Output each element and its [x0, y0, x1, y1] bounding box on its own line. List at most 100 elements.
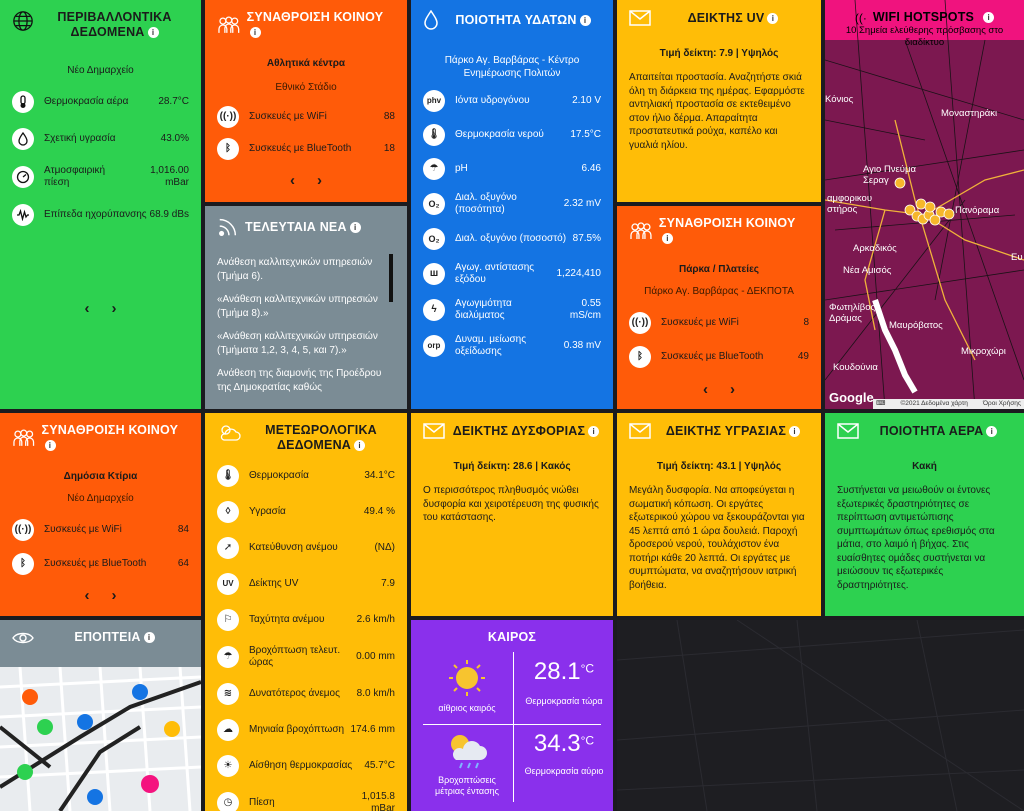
prev-button[interactable]: ‹ — [703, 381, 708, 398]
water-row-value: 2.32 mV — [563, 198, 601, 209]
news-title: ΤΕΛΕΥΤΑΙΑ ΝΕΑ — [245, 219, 347, 234]
eye-icon — [12, 632, 34, 643]
map-label: Φωτηλίβος Δράμας — [829, 302, 876, 324]
water-row-value: 0.55 mS/cm — [569, 298, 601, 321]
meteo-row-label: Θερμοκρασία — [249, 470, 309, 481]
info-icon[interactable]: i — [789, 425, 801, 437]
map-label: Μικροχώρι — [961, 346, 1006, 357]
surveillance-map[interactable] — [0, 667, 201, 811]
map-label: Αγιο Πνεύμα Σεραγ — [863, 164, 916, 186]
map-attribution: ⌨ ©2021 Δεδομένα χάρτη Όροι Χρήσης — [873, 399, 1024, 409]
water-row-label: Διαλ. οξυγόνο (ποσότητα) — [455, 192, 517, 215]
meteo-row-value: 1,015.8 mBar — [361, 791, 395, 811]
envelope-icon — [629, 423, 651, 439]
env-row: Θερμοκρασία αέρα 28.7°C — [12, 91, 189, 113]
meteo-row: ☀ Αίσθηση θερμοκρασίας 45.7°C — [217, 755, 395, 777]
info-icon[interactable]: i — [986, 425, 998, 437]
feels-like-icon: ☀ — [217, 755, 239, 777]
meteo-row: ≋ Δυνατότερος άνεμος 8.0 km/h — [217, 683, 395, 705]
map-label: Κόνιος — [825, 94, 854, 105]
envelope-icon — [629, 10, 651, 26]
water-rows: phv Ιόντα υδρογόνου 2.10 V 🌡 Θερμοκρασία νε… — [423, 90, 601, 358]
env-row: Επίπεδα ηχορύπανσης 68.9 dBs — [12, 204, 189, 226]
env-row-label: Επίπεδα ηχορύπανσης — [44, 209, 147, 220]
meteo-row: ➚ Κατεύθυνση ανέμου (ΝΔ) — [217, 537, 395, 559]
map-label: Ευ — [1011, 252, 1023, 263]
surveillance-tile[interactable]: ΕΠΟΠΤΕΙΑ i — [0, 620, 201, 811]
water-row: O₂ Διαλ. οξυγόνο (ποσότητα) 2.32 mV — [423, 192, 601, 216]
env-row: Σχετική υγρασία 43.0% — [12, 128, 189, 150]
hotspot-map[interactable] — [825, 0, 1024, 409]
info-icon[interactable]: i — [147, 27, 159, 39]
wifi-hotspots-tile[interactable]: ((· WIFI HOTSPOTS i 10 Σημεία ελεύθερης π… — [825, 0, 1024, 409]
bt-devices-value: 18 — [383, 143, 395, 154]
globe-icon — [13, 11, 33, 31]
wifi-devices-value: 88 — [383, 111, 395, 122]
next-button[interactable]: › — [317, 172, 322, 189]
info-icon[interactable]: i — [983, 12, 995, 23]
meteo-row-label: Κατεύθυνση ανέμου — [249, 542, 338, 553]
meteo-row: ☂ Βροχόπτωση τελευτ. ώρας 0.00 mm — [217, 645, 395, 669]
news-item[interactable]: Ανάθεση της διαμονής της Προέδρου της Δη… — [217, 368, 382, 393]
prev-button[interactable]: ‹ — [84, 300, 90, 317]
info-icon[interactable]: i — [767, 12, 779, 24]
meteo-row-label: Ταχύτητα ανέμου — [249, 614, 325, 625]
news-item[interactable]: Ανάθεση καλλιτεχνικών υπηρεσιών (Τμήμα 6… — [217, 257, 373, 282]
news-list: Ανάθεση καλλιτεχνικών υπηρεσιών (Τμήμα 6… — [217, 256, 395, 394]
humidity-index-tile: ΔΕΙΚΤΗΣ ΥΓΡΑΣΙΑΣ i Τιμή δείκτη: 43.1 | Υψ… — [617, 413, 821, 616]
info-icon[interactable]: i — [143, 632, 155, 644]
meteo-row: UV Δείκτης UV 7.9 — [217, 573, 395, 595]
water-row-value: 87.5% — [572, 233, 601, 244]
ph-voltage-icon: phv — [423, 90, 445, 112]
env-pager: ‹ › — [0, 300, 201, 317]
water-row-label: Αγωγιμότητα διαλύματος — [455, 298, 512, 321]
weather-tomorrow-desc: Βροχοπτώσεις μέτριας έντασης — [435, 775, 499, 796]
weather-tomorrow-unit: °C — [580, 733, 595, 748]
meteo-title: ΜΕΤΕΩΡΟΛΟΓΙΚΑ ΔΕΔΟΜΕΝΑ — [265, 423, 377, 452]
env-row-label: Θερμοκρασία αέρα — [44, 96, 129, 107]
info-icon[interactable]: i — [354, 440, 366, 452]
oxygen-icon: O₂ — [423, 193, 445, 215]
wifi-devices-row: ((·)) Συσκευές με WiFi 8 — [629, 312, 809, 334]
wifi-icon: ((· — [854, 10, 867, 25]
prev-button[interactable]: ‹ — [290, 172, 295, 189]
news-item[interactable]: «Ανάθεση καλλιτεχνικών υπηρεσιών (Τμήμα … — [217, 294, 378, 319]
weather-now-desc: αίθριος καιρός — [438, 703, 496, 713]
wifi-people-icon: ((·)) — [12, 519, 34, 541]
water-title: ΠΟΙΟΤΗΤΑ ΥΔΑΤΩΝ — [455, 12, 577, 27]
weather-now-temp: 28.1 — [533, 658, 581, 685]
wifi-devices-label: Συσκευές με WiFi — [249, 111, 327, 122]
info-icon[interactable]: i — [588, 425, 600, 437]
meteo-row-value: 2.6 km/h — [356, 614, 395, 625]
water-row: ☂ pH 6.46 — [423, 158, 601, 180]
map-label: Μαυρόβατος — [889, 320, 943, 331]
crowd3-category: Δημόσια Κτίρια — [63, 471, 138, 482]
news-item[interactable]: «Ανάθεση καλλιτεχνικών υπηρεσιών (Τμήματ… — [217, 331, 378, 356]
info-icon[interactable]: i — [349, 221, 361, 233]
news-scrollbar[interactable] — [389, 254, 393, 302]
water-row-label: Δυναμ. μείωσης οξείδωσης — [455, 334, 527, 357]
terms-link[interactable]: Όροι Χρήσης — [982, 400, 1021, 407]
water-row: ш Αγωγ. αντίστασης εξόδου 1,224,410 — [423, 262, 601, 286]
crowd-icon — [218, 16, 240, 33]
uv-index-value: Τιμή δείκτη: 7.9 | Υψηλός — [659, 48, 779, 59]
env-row-label: Ατμοσφαιρική πίεση — [44, 165, 106, 188]
prev-button[interactable]: ‹ — [84, 587, 90, 604]
info-icon[interactable]: i — [661, 233, 673, 245]
info-icon[interactable]: i — [44, 440, 56, 452]
envelope-icon — [423, 423, 445, 439]
wind-icon: ≋ — [217, 683, 239, 705]
next-button[interactable]: › — [111, 300, 117, 317]
info-icon[interactable]: i — [249, 27, 261, 39]
info-icon[interactable]: i — [579, 14, 591, 26]
next-button[interactable]: › — [730, 381, 735, 398]
discomfort-advice: Ο περισσότερος πληθυσμός νιώθει δυσφορία… — [423, 485, 599, 523]
meteo-row-value: (ΝΔ) — [374, 542, 395, 553]
keyboard-icon[interactable]: ⌨ — [876, 400, 886, 407]
sun-icon — [449, 660, 485, 696]
background-map — [617, 620, 1024, 811]
meteo-row-label: Δυνατότερος άνεμος — [249, 688, 340, 699]
next-button[interactable]: › — [111, 587, 117, 604]
cloud-rain-icon: ☁ — [217, 719, 239, 741]
map-label: αμφορικου στήρος — [827, 193, 873, 215]
